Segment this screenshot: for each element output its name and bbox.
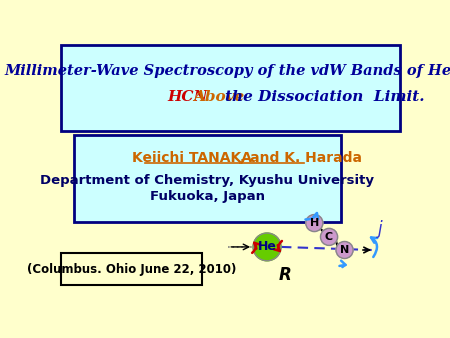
Text: C: C xyxy=(325,232,333,242)
Text: j: j xyxy=(378,220,382,238)
Text: Fukuoka, Japan: Fukuoka, Japan xyxy=(150,190,265,202)
FancyBboxPatch shape xyxy=(61,45,400,131)
Text: HCN: HCN xyxy=(167,90,207,104)
Circle shape xyxy=(320,228,338,245)
Text: Millimeter-Wave Spectroscopy of the vdW Bands of He-: Millimeter-Wave Spectroscopy of the vdW … xyxy=(4,64,450,78)
Text: the Dissociation  Limit.: the Dissociation Limit. xyxy=(225,90,425,104)
Text: Keiichi TANAKA: Keiichi TANAKA xyxy=(132,151,252,165)
Text: N: N xyxy=(340,245,349,255)
FancyBboxPatch shape xyxy=(61,253,202,285)
Text: , and K. Harada: , and K. Harada xyxy=(240,151,362,165)
Text: (Columbus. Ohio June 22, 2010): (Columbus. Ohio June 22, 2010) xyxy=(27,263,236,276)
Text: Department of Chemistry, Kyushu University: Department of Chemistry, Kyushu Universi… xyxy=(40,174,374,187)
Circle shape xyxy=(306,215,323,232)
Text: He: He xyxy=(257,240,276,254)
Text: Above: Above xyxy=(194,90,245,104)
Text: H: H xyxy=(310,218,319,228)
Circle shape xyxy=(253,233,281,261)
Circle shape xyxy=(336,242,353,259)
Text: R: R xyxy=(279,266,291,284)
FancyBboxPatch shape xyxy=(74,135,341,221)
